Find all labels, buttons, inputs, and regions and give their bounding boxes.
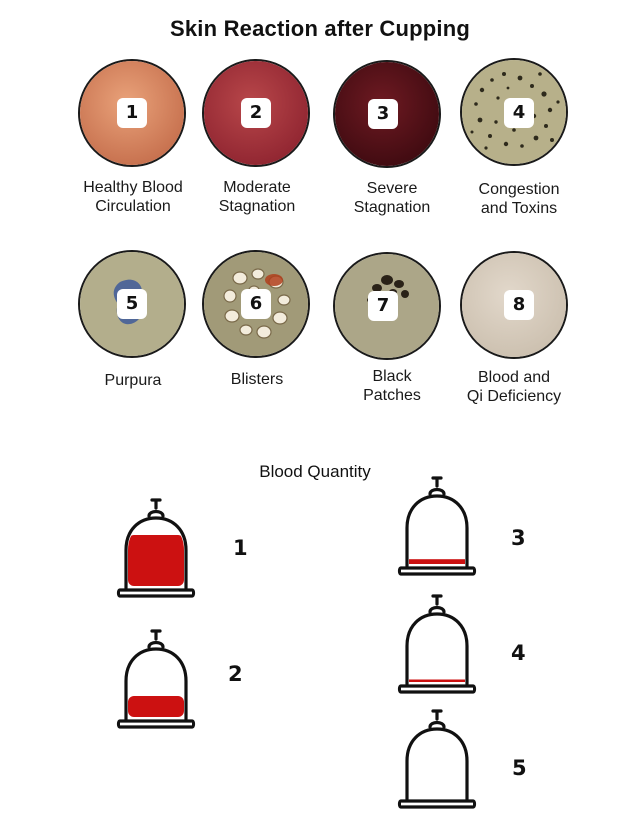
- reaction-label: Blisters: [177, 370, 337, 389]
- cup-number: 3: [511, 526, 526, 550]
- reaction-label-line: Stagnation: [353, 199, 431, 216]
- reaction-number-badge: 4: [504, 98, 534, 128]
- reaction-label: Black Patches: [312, 367, 472, 405]
- reaction-label: Congestion and Toxins: [439, 180, 599, 218]
- reaction-label: Blood and Qi Deficiency: [434, 368, 594, 406]
- reaction-label-line: Severe: [366, 180, 418, 197]
- reaction-label-line: Healthy Blood: [83, 179, 183, 196]
- cup-drawing: [397, 709, 477, 809]
- cup-drawing: [397, 476, 477, 576]
- reaction-number-badge: 5: [117, 289, 147, 319]
- reaction-number-badge: 2: [241, 98, 271, 128]
- blood-quantity-title: Blood Quantity: [259, 462, 371, 481]
- page-title: Skin Reaction after Cupping: [170, 16, 470, 41]
- reaction-label-line: Purpura: [104, 372, 162, 389]
- cup-drawing: [116, 498, 196, 598]
- reaction-number-badge: 1: [117, 98, 147, 128]
- reaction-label-line: Moderate: [223, 179, 291, 196]
- skin-circle-moderate-stagnation: [202, 59, 310, 167]
- cup-number: 1: [233, 536, 248, 560]
- blood-fill: [128, 696, 184, 717]
- reaction-label-line: Congestion: [478, 181, 560, 198]
- reaction-number-badge: 3: [368, 99, 398, 129]
- reaction-label-line: Qi Deficiency: [466, 388, 562, 405]
- reaction-number-badge: 7: [368, 291, 398, 321]
- blood-fill: [409, 679, 465, 682]
- cupping-cup-2: [116, 623, 196, 733]
- cupping-cup-3: [397, 470, 477, 580]
- reaction-label: Moderate Stagnation: [177, 178, 337, 216]
- cupping-cup-1: [116, 492, 196, 602]
- cupping-cup-5: [397, 703, 477, 813]
- reaction-label: Purpura: [53, 371, 213, 390]
- reaction-label-line: Circulation: [95, 198, 171, 215]
- reaction-label-line: Blood and: [477, 369, 551, 386]
- blood-fill: [128, 535, 184, 586]
- reaction-label-line: Black: [372, 368, 412, 385]
- skin-circle-black-patches: [333, 252, 441, 360]
- reaction-number-badge: 8: [504, 290, 534, 320]
- reaction-label-line: Stagnation: [218, 198, 296, 215]
- cupping-cup-4: [397, 588, 477, 698]
- reaction-label: Severe Stagnation: [312, 179, 472, 217]
- reaction-number-badge: 6: [241, 289, 271, 319]
- reaction-label-line: Patches: [363, 387, 421, 404]
- reaction-label-line: and Toxins: [480, 200, 558, 217]
- skin-circle-healthy-blood-circulation: [78, 59, 186, 167]
- cup-drawing: [116, 629, 196, 729]
- cup-number: 4: [511, 641, 526, 665]
- reaction-label-line: Blisters: [230, 371, 284, 388]
- cup-drawing: [397, 594, 477, 694]
- cup-number: 5: [512, 756, 527, 780]
- blood-fill: [409, 559, 465, 564]
- cup-number: 2: [228, 662, 243, 686]
- reaction-label: Healthy Blood Circulation: [53, 178, 213, 216]
